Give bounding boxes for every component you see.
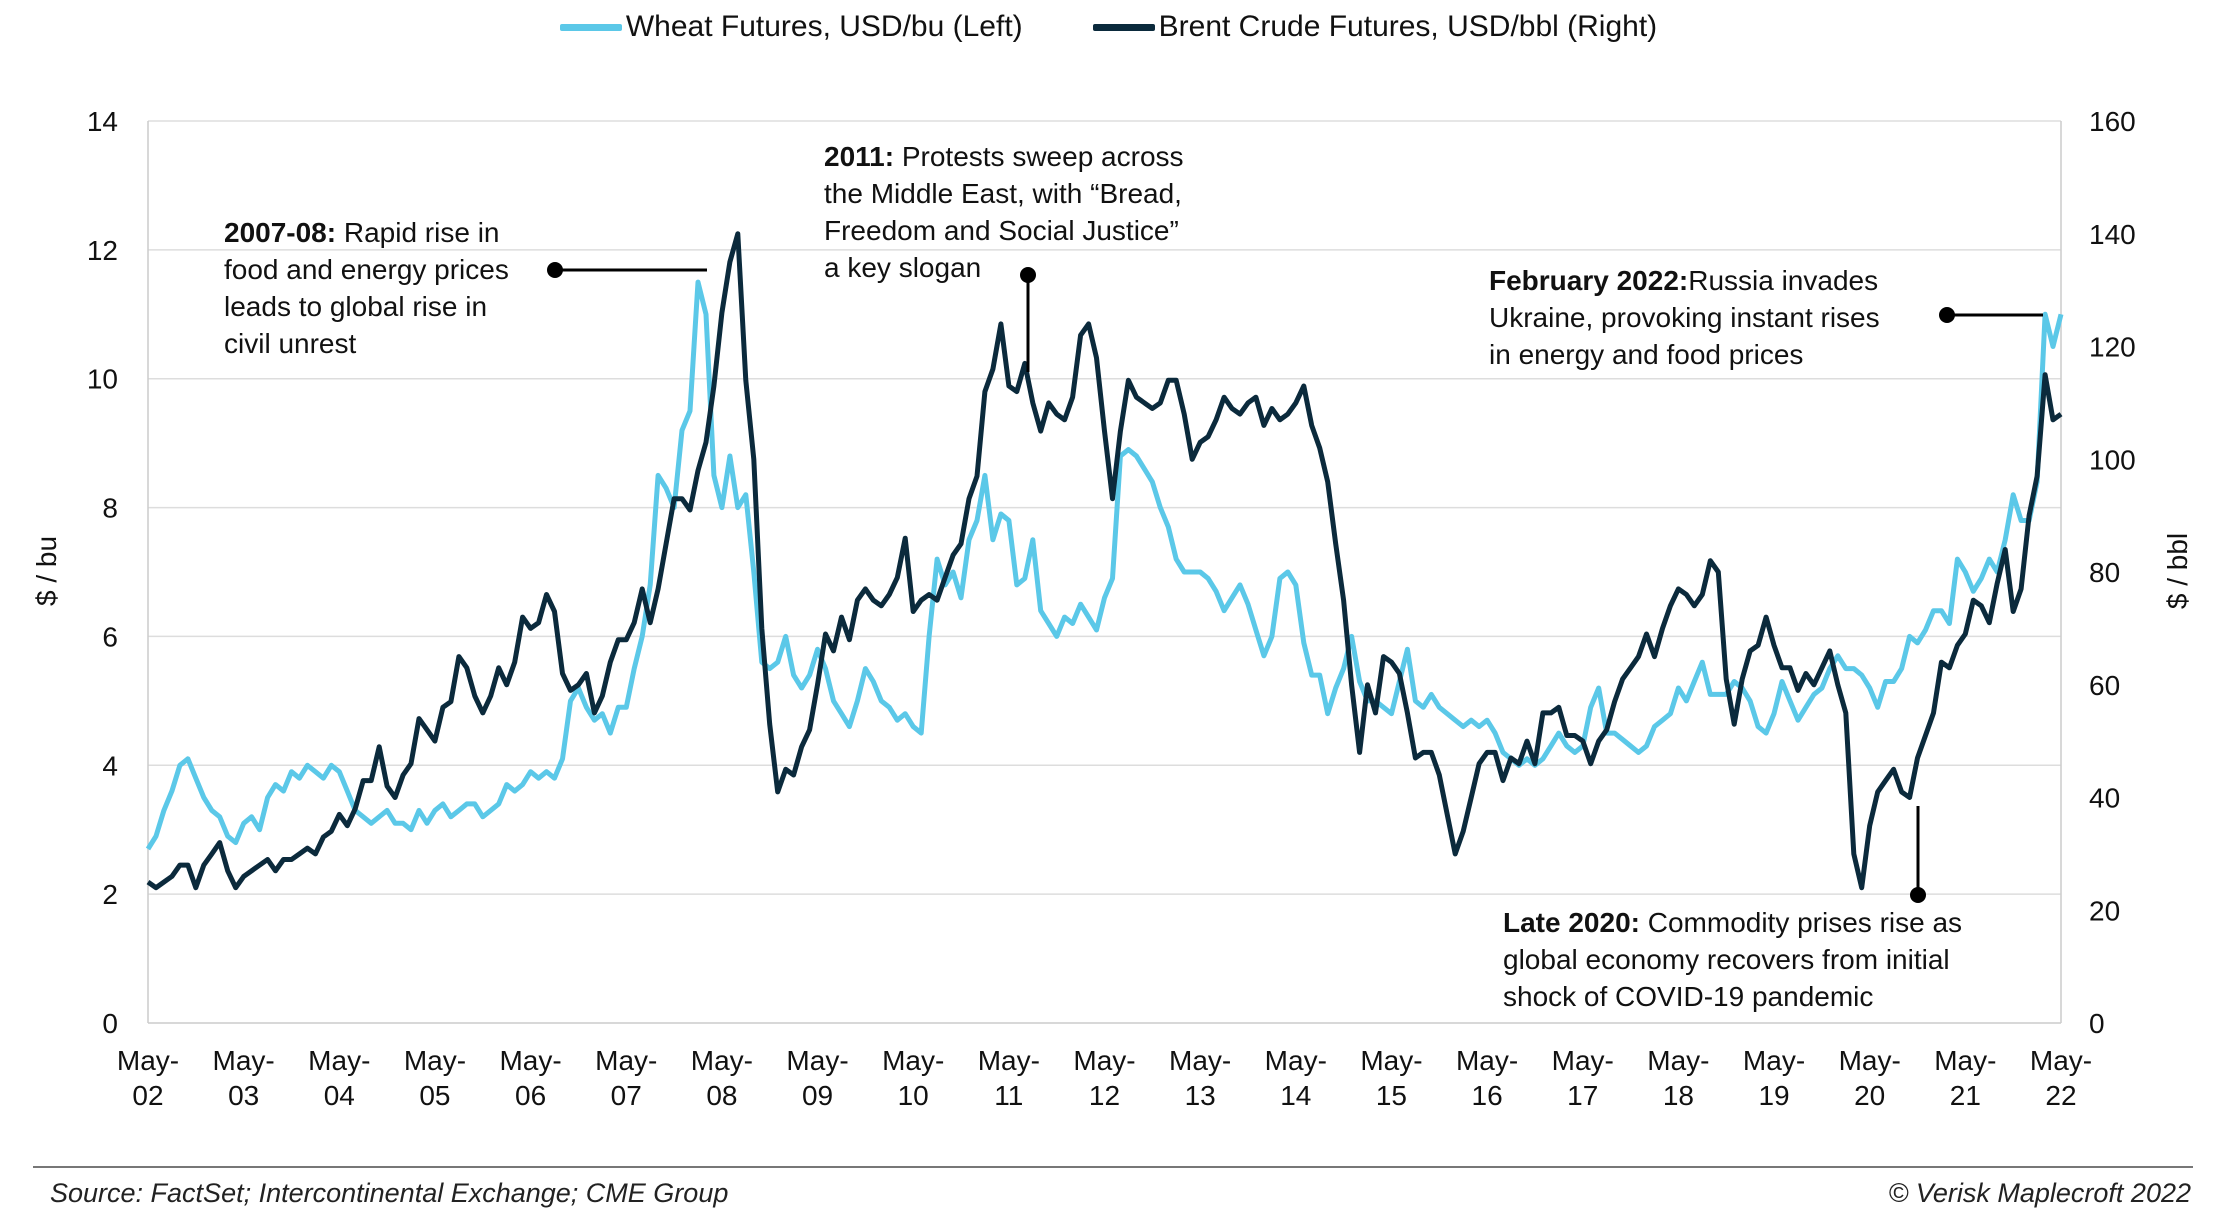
annotation-feb-2022-bold: February 2022:	[1489, 265, 1689, 296]
annotation-line: a key slogan	[824, 252, 982, 283]
y-right-tick-label: 0	[2089, 1008, 2105, 1039]
annotation-line: in energy and food prices	[1489, 339, 1804, 370]
x-tick-label: May-06	[499, 1045, 562, 1111]
annotation-line: civil unrest	[224, 328, 357, 359]
y-right-tick-label: 140	[2089, 219, 2136, 250]
legend-label-brent: Brent Crude Futures, USD/bbl (Right)	[1158, 10, 1658, 43]
x-tick-label: May-02	[116, 1045, 180, 1111]
annotation-2011: 2011: Protests sweep across the Middle Ea…	[824, 138, 1184, 286]
legend-label-wheat: Wheat Futures, USD/bu (Left)	[625, 10, 1023, 43]
annotation-2011-dot	[1020, 267, 1036, 283]
annotation-late-2020-bold: Late 2020:	[1503, 907, 1640, 938]
x-tick-label: May-07	[595, 1045, 658, 1111]
legend-swatch-brent	[1092, 23, 1155, 31]
annotation-feb-2022: February 2022:Russia invades Ukraine, pr…	[1489, 262, 1880, 373]
x-tick-label: May-12	[1073, 1045, 1136, 1111]
annotation-2011-bold: 2011:	[824, 141, 895, 172]
legend-swatch-wheat	[559, 23, 622, 31]
y-left-tick-label: 12	[87, 235, 118, 266]
annotation-feb-2022-dot	[1939, 307, 1955, 323]
annotation-line: global economy recovers from initial	[1503, 944, 1950, 975]
y-right-tick-label: 20	[2089, 895, 2120, 926]
legend: Wheat Futures, USD/bu (Left) Brent Crude…	[0, 10, 2217, 44]
annotation-line: Russia invades	[1688, 265, 1879, 296]
y-left-tick-label: 0	[102, 1008, 118, 1039]
y-left-tick-label: 14	[87, 106, 118, 137]
y-left-tick-label: 2	[102, 879, 118, 910]
y-right-tick-label: 160	[2089, 106, 2136, 137]
x-tick-label: May-11	[977, 1045, 1040, 1111]
x-tick-label: May-15	[1360, 1045, 1423, 1111]
annotation-line: the Middle East, with “Bread,	[824, 178, 1182, 209]
x-tick-label: May-09	[786, 1045, 849, 1111]
annotation-line: food and energy prices	[224, 254, 509, 285]
annotation-2007-08-dot	[547, 262, 563, 278]
annotation-2011-body: Protests sweep across the Middle East, wi…	[824, 141, 1184, 283]
annotation-line: Protests sweep across	[894, 141, 1184, 172]
y-left-tick-label: 4	[102, 750, 118, 781]
y-left-tick-label: 10	[87, 364, 118, 395]
x-tick-label: May-20	[1838, 1045, 1901, 1111]
annotation-line: Commodity prises rise as	[1639, 907, 1963, 938]
copyright: © Verisk Maplecroft 2022	[1888, 1178, 2191, 1208]
footer-divider	[33, 1166, 2193, 1168]
x-tick-label: May-19	[1742, 1045, 1806, 1111]
annotation-line: shock of COVID-19 pandemic	[1503, 981, 1874, 1012]
x-tick-label: May-10	[882, 1045, 945, 1111]
annotation-2007-08-bold: 2007-08:	[224, 217, 337, 248]
x-tick-label: May-16	[1455, 1045, 1519, 1111]
x-tick-label: May-17	[1551, 1045, 1614, 1111]
annotation-late-2020: Late 2020: Commodity prises rise as glob…	[1503, 904, 1962, 1015]
y-right-tick-label: 40	[2089, 783, 2120, 814]
x-tick-label: May-18	[1647, 1045, 1710, 1111]
x-tick-label: May-04	[308, 1045, 371, 1111]
x-tick-label: May-03	[212, 1045, 275, 1111]
y-right-title: $ / bbl	[2162, 532, 2194, 610]
source-note: Source: FactSet; Intercontinental Exchan…	[50, 1178, 729, 1208]
x-tick-label: May-14	[1264, 1045, 1327, 1111]
y-left-title: $ / bu	[31, 535, 63, 607]
y-left-tick-label: 6	[102, 621, 118, 652]
x-tick-label: May-22	[2029, 1045, 2093, 1111]
legend-item-wheat: Wheat Futures, USD/bu (Left)	[559, 10, 1023, 44]
x-tick-label: May-13	[1169, 1045, 1232, 1111]
y-right-tick-label: 60	[2089, 670, 2120, 701]
x-tick-label: May-05	[403, 1045, 467, 1111]
x-tick-label: May-21	[1934, 1045, 1997, 1111]
brent-series-line	[146, 231, 2063, 891]
legend-item-brent: Brent Crude Futures, USD/bbl (Right)	[1092, 10, 1658, 44]
annotation-line: Ukraine, provoking instant rises	[1489, 302, 1880, 333]
y-left-tick-label: 8	[102, 493, 118, 524]
y-right-tick-label: 80	[2089, 557, 2120, 588]
y-right-tick-label: 100	[2089, 444, 2136, 475]
annotation-2007-08: 2007-08: Rapid rise in food and energy p…	[224, 214, 509, 362]
x-tick-label: May-08	[690, 1045, 753, 1111]
annotation-late-2020-dot	[1910, 887, 1926, 903]
annotation-line: Freedom and Social Justice”	[824, 215, 1179, 246]
annotation-line: Rapid rise in	[336, 217, 500, 248]
annotation-line: leads to global rise in	[224, 291, 488, 322]
y-right-tick-label: 120	[2089, 332, 2136, 363]
